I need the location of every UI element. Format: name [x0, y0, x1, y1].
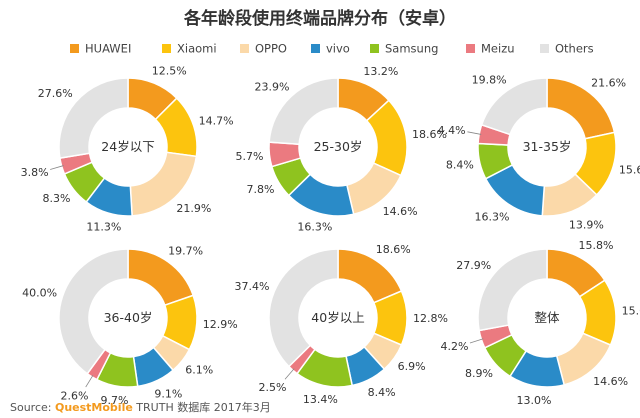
legend-label-others: Others [555, 42, 594, 56]
donut-3-label-xiaomi: 15.6% [619, 164, 640, 177]
legend-swatch-meizu [466, 44, 475, 53]
donut-5-label-huawei: 18.6% [376, 243, 411, 256]
donut-3-label-vivo: 16.3% [474, 210, 509, 223]
donut-3: 21.6% 15.6% 13.9% 16.3% 8.4% 4.4% 19.8% 31-35岁 [438, 74, 640, 232]
donut-6: 15.8% 15.6% 14.6% 13.0% 8.9% 4.2% 27.9% 整体 [440, 239, 640, 407]
donut-1-leader-meizu [50, 165, 64, 170]
donut-1: 12.5% 14.7% 21.9% 11.3% 8.3% 3.8% 27.6% 24岁以下 [21, 64, 234, 233]
donut-6-center-label: 整体 [534, 310, 560, 325]
donut-grid: 12.5% 14.7% 21.9% 11.3% 8.3% 3.8% 27.6% 24岁以下 13… [21, 64, 640, 407]
donut-6-label-oppo: 14.6% [593, 375, 628, 388]
legend-swatch-oppo [240, 44, 249, 53]
donut-5-label-samsung: 13.4% [303, 393, 338, 406]
donut-5-label-others: 37.4% [234, 280, 269, 293]
donut-5-label-oppo: 6.9% [398, 360, 426, 373]
donut-5-label-xiaomi: 12.8% [413, 312, 448, 325]
donut-1-label-oppo: 21.9% [176, 202, 211, 215]
donut-3-slice-others [480, 77, 548, 136]
donut-1-label-meizu: 3.8% [21, 166, 49, 179]
donut-3-label-huawei: 21.6% [591, 76, 626, 89]
legend-label-samsung: Samsung [385, 42, 438, 56]
donut-2: 13.2% 18.6% 14.6% 16.3% 7.8% 5.7% 23.9% 25-30岁 [236, 65, 447, 234]
legend: HUAWEI Xiaomi OPPO vivo Samsung Meizu Others [70, 42, 594, 56]
legend-label-vivo: vivo [326, 42, 350, 56]
donut-3-center-label: 31-35岁 [523, 139, 572, 154]
legend-swatch-samsung [370, 44, 379, 53]
donut-4-slice-huawei [127, 248, 195, 307]
donut-2-label-xiaomi: 18.6% [412, 128, 447, 141]
donut-6-slice-others [477, 248, 548, 332]
chart-title: 各年龄段使用终端品牌分布（安卓） [183, 8, 456, 29]
donut-1-label-huawei: 12.5% [152, 64, 187, 77]
donut-1-slice-others [58, 77, 129, 159]
legend-label-huawei: HUAWEI [85, 42, 131, 56]
donut-1-label-samsung: 8.3% [43, 192, 71, 205]
donut-5: 18.6% 12.8% 6.9%8.4% 13.4% 2.5% 37.4% 40岁以上 [234, 243, 447, 406]
donut-4-label-huawei: 19.7% [168, 244, 203, 257]
legend-swatch-others [540, 44, 549, 53]
legend-label-oppo: OPPO [255, 42, 287, 56]
donut-4-slice-others [58, 248, 129, 375]
donut-6-label-samsung: 8.9% [465, 367, 493, 380]
source-suffix: TRUTH 数据库 2017年3月 [132, 401, 271, 414]
donut-2-label-samsung: 7.8% [247, 183, 275, 196]
donut-2-center-label: 25-30岁 [314, 139, 363, 154]
donut-1-center-label: 24岁以下 [101, 139, 154, 154]
donut-6-label-meizu: 4.2% [440, 340, 468, 353]
legend-swatch-xiaomi [162, 44, 171, 53]
donut-2-label-huawei: 13.2% [363, 65, 398, 78]
donut-4-label-samsung: 9.7% [101, 394, 129, 407]
donut-3-leader-meizu [467, 131, 482, 135]
legend-label-xiaomi: Xiaomi [177, 42, 217, 56]
donut-2-label-others: 23.9% [254, 80, 289, 93]
source-note: Source: QuestMobile TRUTH 数据库 2017年3月 [10, 399, 271, 415]
donut-1-label-others: 27.6% [38, 87, 73, 100]
donut-1-label-vivo: 11.3% [86, 220, 121, 233]
donut-4-label-meizu: 2.6% [61, 390, 89, 403]
donut-6-label-huawei: 15.8% [579, 239, 614, 252]
donut-3-label-samsung: 8.4% [446, 159, 474, 172]
donut-5-label-meizu: 2.5% [259, 381, 287, 394]
legend-swatch-vivo [311, 44, 320, 53]
donut-4-label-others: 40.0% [22, 286, 57, 299]
donut-6-leader-meizu [469, 338, 484, 344]
donut-1-label-xiaomi: 14.7% [199, 115, 234, 128]
donut-2-label-meizu: 5.7% [236, 150, 264, 163]
donut-2-label-oppo: 14.6% [383, 205, 418, 218]
donut-4: 19.7% 12.9% 6.1%9.1% 9.7% 2.6% 40.0% 36-40岁 [22, 244, 238, 407]
donut-4-leader-meizu [85, 374, 94, 388]
donut-5-center-label: 40岁以上 [311, 310, 364, 325]
source-prefix: Source: [10, 401, 55, 414]
donut-4-label-vivo: 9.1% [154, 388, 182, 401]
donut-5-slice-others [268, 248, 339, 368]
legend-swatch-huawei [70, 44, 79, 53]
legend-label-meizu: Meizu [481, 42, 515, 56]
donut-3-label-meizu: 4.4% [438, 124, 466, 137]
source-brand: QuestMobile [54, 401, 133, 414]
donut-3-label-oppo: 13.9% [569, 218, 604, 231]
donut-5-leader-meizu [284, 368, 295, 380]
donut-6-label-xiaomi: 15.6% [622, 305, 640, 318]
donut-6-label-others: 27.9% [456, 259, 491, 272]
donut-2-label-vivo: 16.3% [297, 221, 332, 234]
donut-4-label-xiaomi: 12.9% [203, 318, 238, 331]
donut-2-slice-others [268, 77, 339, 146]
donut-3-label-others: 19.8% [472, 74, 507, 87]
donut-5-label-vivo: 8.4% [368, 386, 396, 399]
donut-6-label-vivo: 13.0% [517, 394, 552, 407]
donut-4-label-oppo: 6.1% [185, 363, 213, 376]
donut-4-center-label: 36-40岁 [104, 310, 153, 325]
